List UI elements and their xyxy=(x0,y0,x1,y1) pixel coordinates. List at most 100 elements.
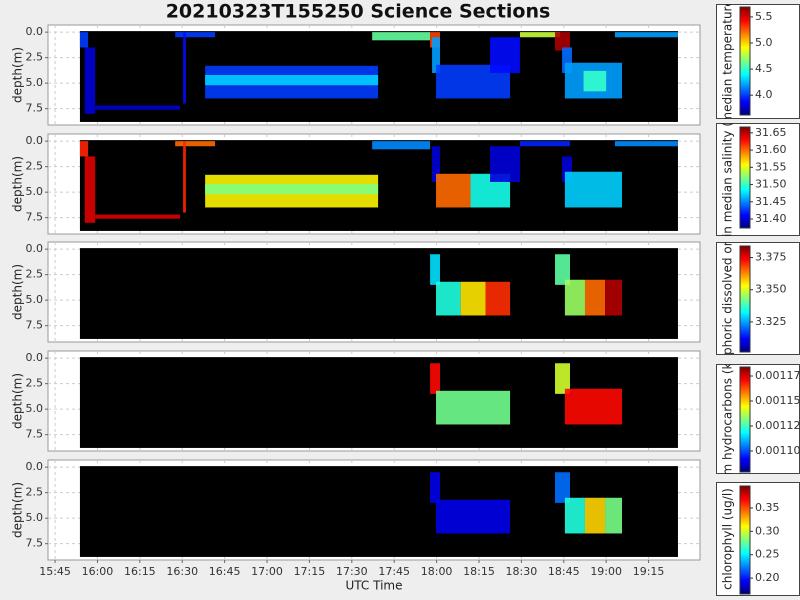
data-cell xyxy=(436,499,511,534)
y-tick-label: 2.5 xyxy=(26,160,44,173)
data-cell xyxy=(584,497,606,534)
x-tick-label: 15:45 xyxy=(39,565,71,578)
y-tick-label: 5.0 xyxy=(26,76,44,89)
colorbar-tick-label: 0.25 xyxy=(755,548,780,561)
x-tick-label: 17:30 xyxy=(336,565,368,578)
data-cell xyxy=(614,141,678,147)
colorbar: 5.5 5.0 4.5 4.0 median temperature xyxy=(716,4,800,119)
y-tick-label: 7.5 xyxy=(26,428,44,441)
data-cell xyxy=(372,141,431,150)
x-tick-label: 16:00 xyxy=(82,565,114,578)
data-cell xyxy=(555,472,570,503)
data-cell xyxy=(562,47,572,73)
colorbar-tick-label: 3.350 xyxy=(755,283,787,296)
x-tick-label: 18:00 xyxy=(421,565,453,578)
y-axis-label: depth(m) xyxy=(11,47,25,103)
data-cell xyxy=(436,390,511,425)
colorbar-box xyxy=(716,4,800,119)
y-tick-label: 0.0 xyxy=(26,134,44,147)
data-cell xyxy=(183,32,186,104)
x-tick-label: 16:30 xyxy=(166,565,198,578)
data-cell xyxy=(436,281,461,316)
colorbar-tick-label: 0.35 xyxy=(755,501,780,514)
colorbar-gradient xyxy=(739,6,751,116)
colorbar-label: omophoric dissolved organi xyxy=(721,216,735,382)
data-cell xyxy=(430,254,440,285)
colorbar: 3.375 3.350 3.325 omophoric dissolved organ… xyxy=(716,216,800,382)
data-cell xyxy=(605,497,622,534)
data-cell xyxy=(432,146,440,182)
colorbar-box xyxy=(716,482,800,596)
data-cell xyxy=(583,70,607,92)
data-cell xyxy=(183,141,186,213)
x-tick-label: 16:45 xyxy=(209,565,241,578)
x-tick-label: 16:15 xyxy=(124,565,156,578)
data-cell xyxy=(430,472,440,503)
data-cell xyxy=(460,281,486,316)
colorbar-box xyxy=(716,364,800,474)
colorbar-label: bin median salinity (p xyxy=(721,114,735,244)
y-tick-label: 0.0 xyxy=(26,460,44,473)
colorbar-gradient xyxy=(739,245,751,353)
data-cell xyxy=(564,171,622,208)
y-axis-label: depth(m) xyxy=(11,264,25,320)
colorbar: 0.35 0.30 0.25 0.20 chlorophyll (ug/l) xyxy=(716,482,800,596)
data-cell xyxy=(614,32,678,38)
colorbar-tick-label: 0.20 xyxy=(755,571,780,584)
data-cell xyxy=(605,279,622,316)
x-tick-label: 19:15 xyxy=(633,565,665,578)
colorbar-tick-label: 0.001125 xyxy=(755,419,800,432)
data-cell xyxy=(205,184,379,195)
data-cell xyxy=(372,32,431,41)
colorbar-tick-label: 5.5 xyxy=(755,10,773,23)
data-cell xyxy=(432,37,440,73)
y-tick-label: 0.0 xyxy=(26,25,44,38)
data-cell xyxy=(490,37,520,73)
x-tick-label: 17:15 xyxy=(294,565,326,578)
y-tick-label: 7.5 xyxy=(26,319,44,332)
data-cell xyxy=(205,75,379,86)
data-cell xyxy=(490,146,520,182)
data-cell xyxy=(79,32,89,48)
y-tick-label: 2.5 xyxy=(26,51,44,64)
y-tick-label: 2.5 xyxy=(26,486,44,499)
data-cell xyxy=(95,105,180,110)
x-tick-label: 17:00 xyxy=(251,565,283,578)
data-cell xyxy=(519,141,570,147)
y-tick-label: 5.0 xyxy=(26,511,44,524)
colorbar-tick-label: 0.001175 xyxy=(755,369,800,382)
y-tick-label: 0.0 xyxy=(26,351,44,364)
data-cell xyxy=(84,156,96,223)
colorbar-tick-label: 31.60 xyxy=(755,143,787,156)
x-tick-label: 18:30 xyxy=(506,565,538,578)
y-tick-label: 5.0 xyxy=(26,293,44,306)
data-cell xyxy=(564,497,585,534)
data-cell xyxy=(175,32,216,38)
colorbar-tick-label: 4.0 xyxy=(755,88,773,101)
data-cell xyxy=(485,281,511,316)
colorbar-tick-label: 5.0 xyxy=(755,36,773,49)
x-tick-label: 17:45 xyxy=(378,565,410,578)
colorbar-gradient xyxy=(739,126,751,229)
colorbar-tick-label: 31.50 xyxy=(755,178,787,191)
data-cell xyxy=(564,388,622,425)
colorbar-gradient xyxy=(739,366,751,473)
x-tick-label: 18:45 xyxy=(548,565,580,578)
x-axis-label: UTC Time xyxy=(346,579,403,593)
colorbar-tick-label: 31.45 xyxy=(755,195,787,208)
data-cell xyxy=(175,141,216,147)
x-tick-label: 18:15 xyxy=(463,565,495,578)
y-tick-label: 7.5 xyxy=(26,537,44,550)
y-tick-label: 2.5 xyxy=(26,268,44,281)
colorbar-tick-label: 31.65 xyxy=(755,126,787,139)
colorbar-tick-label: 0.001100 xyxy=(755,444,800,457)
colorbar: 31.65 31.60 31.55 31.50 31.45 31.40 bin median… xyxy=(716,114,800,244)
colorbar-label: chlorophyll (ug/l) xyxy=(721,488,735,590)
data-cell xyxy=(555,254,570,285)
